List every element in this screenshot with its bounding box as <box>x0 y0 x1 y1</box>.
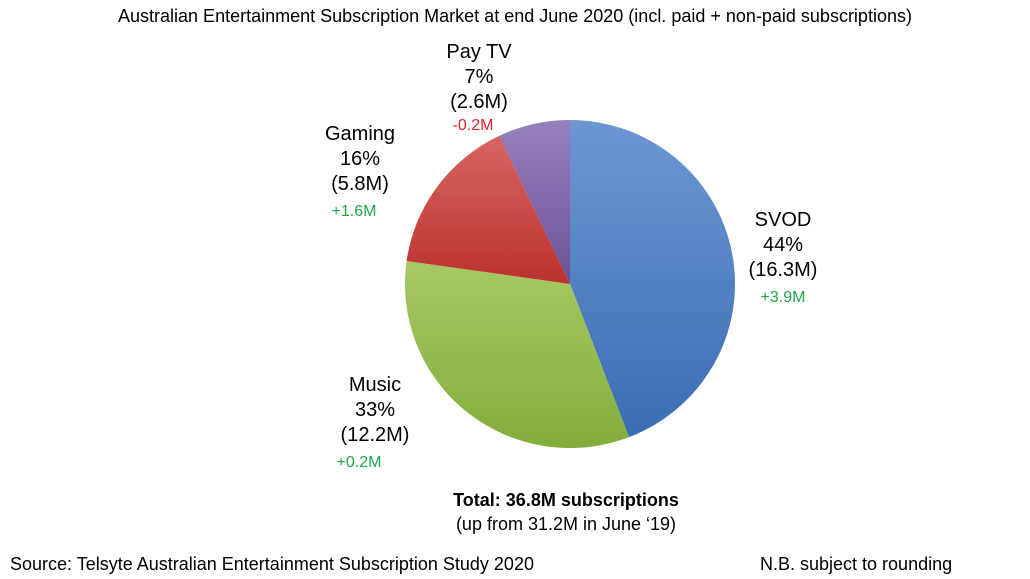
slice-label-svod: SVOD 44% (16.3M) +3.9M <box>733 208 833 310</box>
total-label: Total: 36.8M subscriptions <box>453 490 679 510</box>
slice-subscriptions: (5.8M) <box>331 173 389 195</box>
slice-subscriptions: (12.2M) <box>340 424 410 446</box>
slice-subscriptions: (2.6M) <box>450 91 508 113</box>
slice-name: Pay TV <box>446 41 512 63</box>
slice-percent: 7% <box>464 66 494 88</box>
slice-name: Music <box>348 374 402 396</box>
slice-change: -0.2M <box>452 117 494 134</box>
source-note: Source: Telsyte Australian Entertainment… <box>10 554 534 574</box>
rounding-note: N.B. subject to rounding <box>760 554 953 574</box>
slice-change: +1.6M <box>331 203 377 220</box>
slice-label-music: Music 33% (12.2M) +0.2M <box>325 373 425 475</box>
slice-label-paytv: Pay TV 7% (2.6M) -0.2M <box>429 40 529 138</box>
slice-name: SVOD <box>754 209 812 231</box>
slice-percent: 44% <box>762 234 804 256</box>
pie-slice-svod <box>570 120 736 438</box>
slice-percent: 16% <box>339 148 381 170</box>
pie-slice-music <box>405 261 630 448</box>
slice-label-gaming: Gaming 16% (5.8M) +1.6M <box>310 122 410 224</box>
chart-title: Australian Entertainment Subscription Ma… <box>118 6 912 26</box>
pie-slice-pay-tv <box>499 120 570 284</box>
slice-percent: 33% <box>354 399 396 421</box>
slice-change: +3.9M <box>760 289 806 306</box>
slice-subscriptions: (16.3M) <box>748 259 818 281</box>
pie-slice-gaming <box>406 135 570 284</box>
slice-name: Gaming <box>324 123 396 145</box>
total-summary: Total: 36.8M subscriptions (up from 31.2… <box>356 488 776 536</box>
total-note: (up from 31.2M in June ‘19) <box>455 514 677 534</box>
slice-change: +0.2M <box>336 454 382 471</box>
